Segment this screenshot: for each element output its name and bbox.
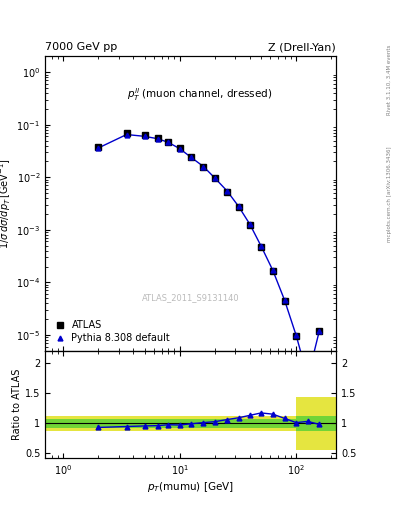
- Pythia 8.308 default: [294, 332, 299, 338]
- X-axis label: $p_T$(mumu) [GeV]: $p_T$(mumu) [GeV]: [147, 480, 234, 494]
- ATLAS: [177, 145, 182, 151]
- ATLAS: [248, 222, 252, 228]
- Pythia 8.308 default: [201, 163, 206, 169]
- Pythia 8.308 default: [177, 145, 182, 152]
- Pythia 8.308 default: [236, 203, 241, 209]
- Text: mcplots.cern.ch [arXiv:1306.3436]: mcplots.cern.ch [arXiv:1306.3436]: [387, 147, 392, 242]
- ATLAS: [225, 189, 230, 195]
- ATLAS: [142, 132, 147, 138]
- Pythia 8.308 default: [270, 267, 275, 273]
- Y-axis label: Ratio to ATLAS: Ratio to ATLAS: [12, 369, 22, 440]
- ATLAS: [305, 375, 310, 381]
- ATLAS: [294, 333, 299, 339]
- Pythia 8.308 default: [124, 132, 129, 138]
- Text: Z (Drell-Yan): Z (Drell-Yan): [268, 42, 336, 52]
- Legend: ATLAS, Pythia 8.308 default: ATLAS, Pythia 8.308 default: [50, 317, 173, 346]
- ATLAS: [96, 144, 101, 150]
- Text: 7000 GeV pp: 7000 GeV pp: [45, 42, 118, 52]
- Pythia 8.308 default: [189, 154, 193, 160]
- ATLAS: [270, 268, 275, 274]
- Text: ATLAS_2011_S9131140: ATLAS_2011_S9131140: [142, 293, 239, 302]
- ATLAS: [317, 328, 321, 334]
- ATLAS: [156, 135, 160, 141]
- Pythia 8.308 default: [305, 374, 310, 380]
- ATLAS: [124, 131, 129, 137]
- Pythia 8.308 default: [282, 297, 287, 303]
- Pythia 8.308 default: [156, 136, 160, 142]
- ATLAS: [259, 244, 263, 250]
- Pythia 8.308 default: [96, 145, 101, 151]
- Pythia 8.308 default: [259, 243, 263, 249]
- ATLAS: [212, 175, 217, 181]
- Line: ATLAS: ATLAS: [95, 131, 322, 381]
- Y-axis label: $1/\sigma\,d\sigma/dp_T\,[\mathrm{GeV}^{-1}]$: $1/\sigma\,d\sigma/dp_T\,[\mathrm{GeV}^{…: [0, 158, 13, 249]
- Pythia 8.308 default: [225, 188, 230, 194]
- ATLAS: [282, 297, 287, 304]
- ATLAS: [201, 163, 206, 169]
- Pythia 8.308 default: [212, 175, 217, 181]
- ATLAS: [236, 204, 241, 210]
- Pythia 8.308 default: [317, 328, 321, 334]
- Text: Rivet 3.1.10, 3.4M events: Rivet 3.1.10, 3.4M events: [387, 44, 392, 115]
- Pythia 8.308 default: [248, 221, 252, 227]
- Pythia 8.308 default: [166, 139, 171, 145]
- ATLAS: [166, 139, 171, 145]
- Text: $p_T^{ll}$ (muon channel, dressed): $p_T^{ll}$ (muon channel, dressed): [127, 86, 272, 102]
- Line: Pythia 8.308 default: Pythia 8.308 default: [96, 132, 322, 380]
- Pythia 8.308 default: [142, 133, 147, 139]
- ATLAS: [189, 154, 193, 160]
